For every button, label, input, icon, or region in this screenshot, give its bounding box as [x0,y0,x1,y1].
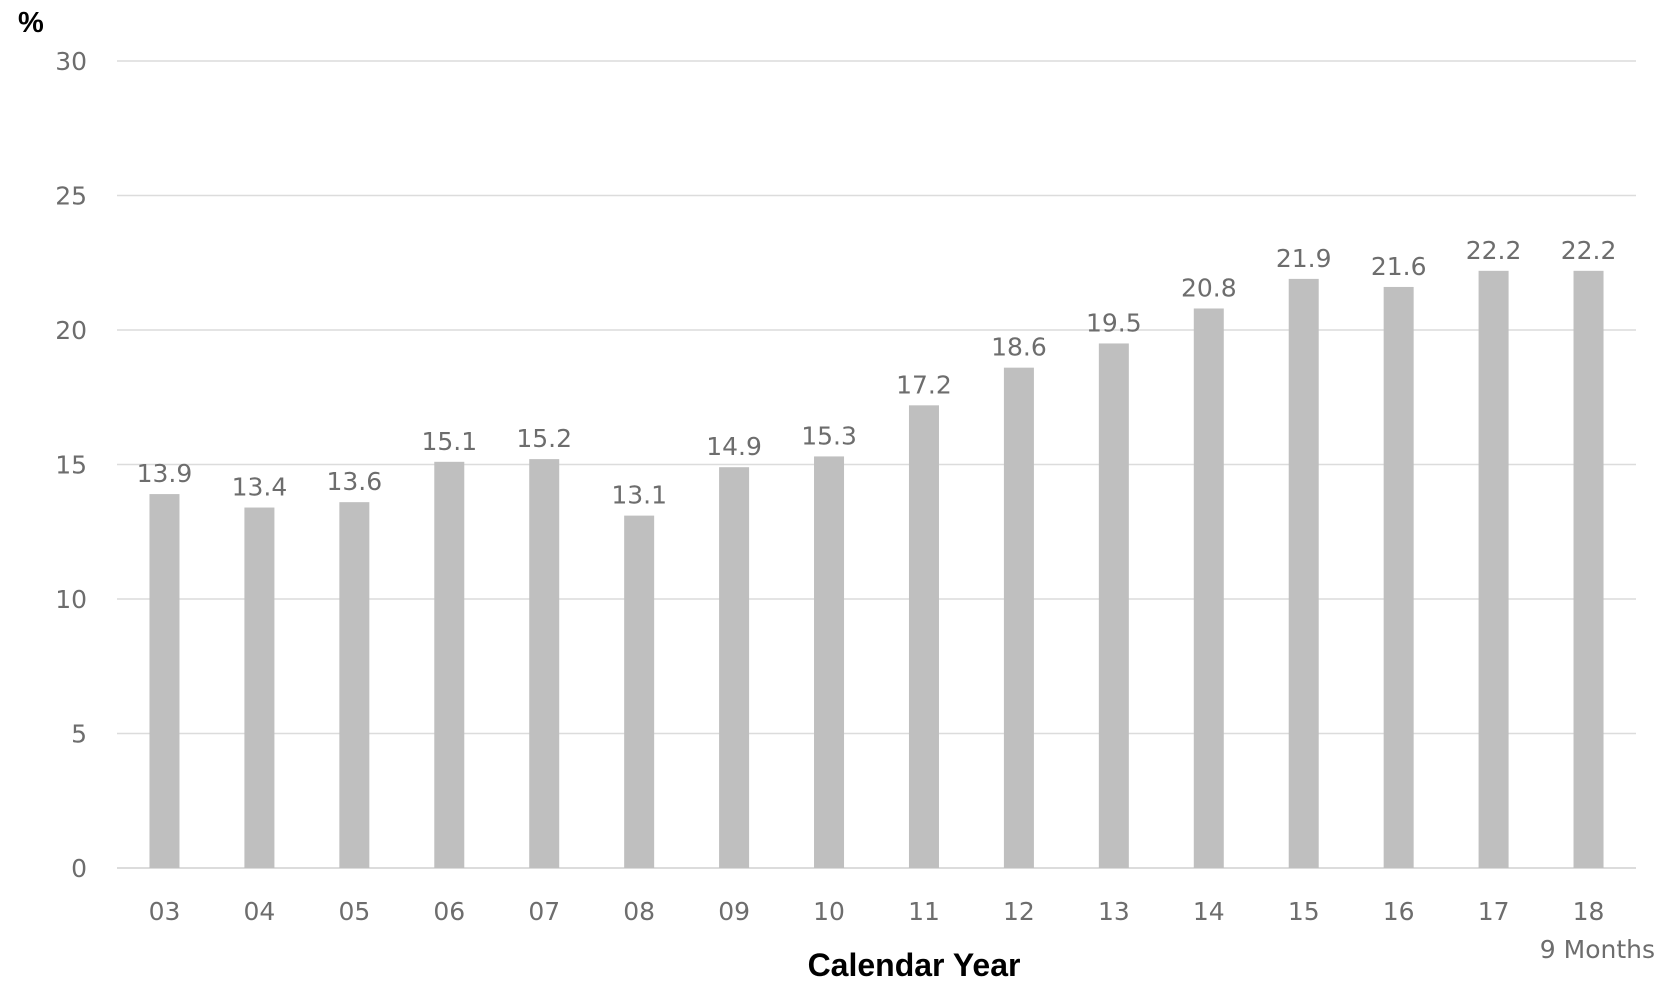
x-tick-label-14: 14 [1193,897,1225,926]
data-label-16: 21.6 [1371,252,1427,281]
bar-05 [339,502,370,868]
x-tick-label-09: 09 [718,897,750,926]
x-tick-label-07: 07 [528,897,560,926]
x-tick-label-08: 08 [623,897,655,926]
x-tick-label-06: 06 [433,897,465,926]
x-tick-label-15: 15 [1288,897,1320,926]
x-tick-label-04: 04 [244,897,276,926]
bar-10 [814,456,845,868]
x-tick-label-05: 05 [338,897,370,926]
y-tick-label: 0 [71,854,87,883]
bar-13 [1098,343,1129,868]
data-label-08: 13.1 [611,481,667,510]
y-axis-label: % [18,7,44,39]
x-tick-label-10: 10 [813,897,845,926]
data-label-10: 15.3 [801,421,857,450]
bar-07 [529,459,560,868]
y-tick-label: 5 [71,720,87,749]
y-axis-ticks: 0 5 10 15 20 25 30 [55,47,87,883]
y-tick-label: 30 [55,47,87,76]
x-axis-title: Calendar Year [808,947,1021,983]
bar-12 [1003,367,1034,868]
data-label-06: 15.1 [421,427,477,456]
x-category-note: 9 Months [1540,935,1655,964]
bar-16 [1383,286,1414,869]
x-tick-label-12: 12 [1003,897,1035,926]
bar-11 [908,405,939,868]
data-label-14: 20.8 [1181,273,1237,302]
x-tick-label-03: 03 [149,897,181,926]
bars [149,270,1604,869]
data-label-07: 15.2 [516,424,572,453]
gridlines [117,60,1636,869]
bar-04 [244,507,275,868]
data-label-04: 13.4 [232,473,288,502]
bar-06 [434,461,465,868]
data-label-09: 14.9 [706,432,762,461]
data-label-17: 22.2 [1466,236,1522,265]
y-tick-label: 15 [55,451,87,480]
bar-08 [624,515,655,868]
x-tick-label-17: 17 [1478,897,1510,926]
bar-15 [1288,278,1319,868]
x-tick-label-11: 11 [908,897,940,926]
x-tick-label-16: 16 [1383,897,1415,926]
x-tick-label-13: 13 [1098,897,1130,926]
x-axis-ticks: 03 04 05 06 07 08 09 10 11 12 13 14 15 16 17 18 [149,897,1605,926]
data-label-12: 18.6 [991,333,1047,362]
y-tick-label: 20 [55,316,87,345]
bar-03 [149,494,180,868]
y-tick-label: 10 [55,585,87,614]
bar-17 [1478,270,1509,868]
x-tick-label-18: 18 [1573,897,1605,926]
data-label-13: 19.5 [1086,308,1142,337]
data-label-05: 13.6 [327,467,383,496]
data-label-03: 13.9 [137,459,193,488]
data-label-18: 22.2 [1561,236,1617,265]
bar-18 [1573,270,1604,868]
bar-09 [719,467,750,868]
data-label-15: 21.9 [1276,244,1332,273]
bar-14 [1193,308,1224,869]
data-labels: 13.9 13.4 13.6 15.1 15.2 13.1 14.9 15.3 17.2 18.6… [137,236,1617,510]
y-tick-label: 25 [55,182,87,211]
data-label-11: 17.2 [896,370,952,399]
